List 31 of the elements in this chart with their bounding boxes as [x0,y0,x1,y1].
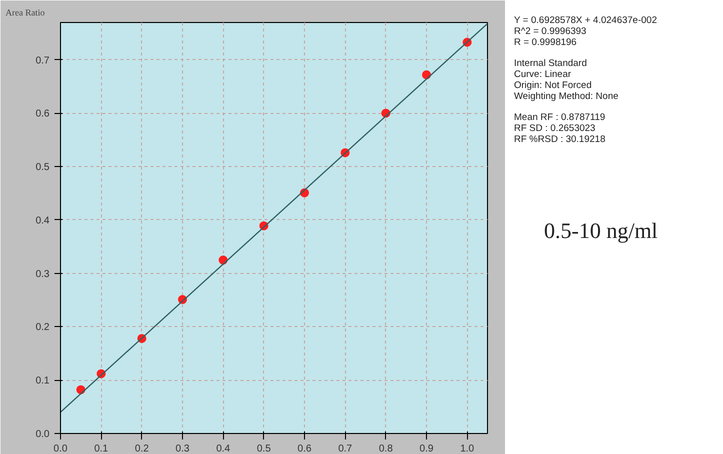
x-tick-label: 0.0 [54,444,68,454]
y-tick-label: 0.5 [36,162,50,174]
text: RF SD : 0.2653023 [514,123,596,134]
y-axis-title: Area Ratio [6,8,46,18]
y-tick-label: 0.7 [36,55,50,66]
x-tick-label: 0.4 [216,444,231,454]
text: 0.5-10 ng/ml [544,218,658,243]
text: Weighting Method: None [514,91,620,102]
text: R^2 = 0.9996393 [514,26,588,37]
x-tick-label: 0.5 [256,444,272,454]
x-tick-label: 0.7 [338,444,353,454]
y-tick-label: 0.0 [36,429,50,440]
y-tick-label: 0.4 [36,215,50,226]
text: Mean RF : 0.8787119 [514,112,606,123]
x-tick-label: 0.2 [134,444,150,454]
text: Internal Standard [514,58,588,69]
text: Y = 0.6928578X + 4.024637e-002 [514,15,658,26]
x-tick-label: 0.1 [94,444,109,454]
y-tick-label: 0.6 [36,108,50,120]
text: Curve: Linear [514,69,572,80]
text: R = 0.9998196 [514,37,578,48]
y-tick-label: 0.1 [36,376,50,387]
x-tick-label: 0.6 [298,444,312,454]
x-tick-label: 1.0 [460,444,475,454]
y-tick-label: 0.3 [36,268,50,280]
x-tick-label: 0.8 [378,444,394,454]
text: RF %RSD : 30.19218 [514,134,606,145]
x-tick-label: 0.3 [176,444,190,454]
y-tick-label: 0.2 [36,322,50,334]
x-tick-label: 0.9 [420,444,434,454]
text: Origin: Not Forced [514,80,593,91]
